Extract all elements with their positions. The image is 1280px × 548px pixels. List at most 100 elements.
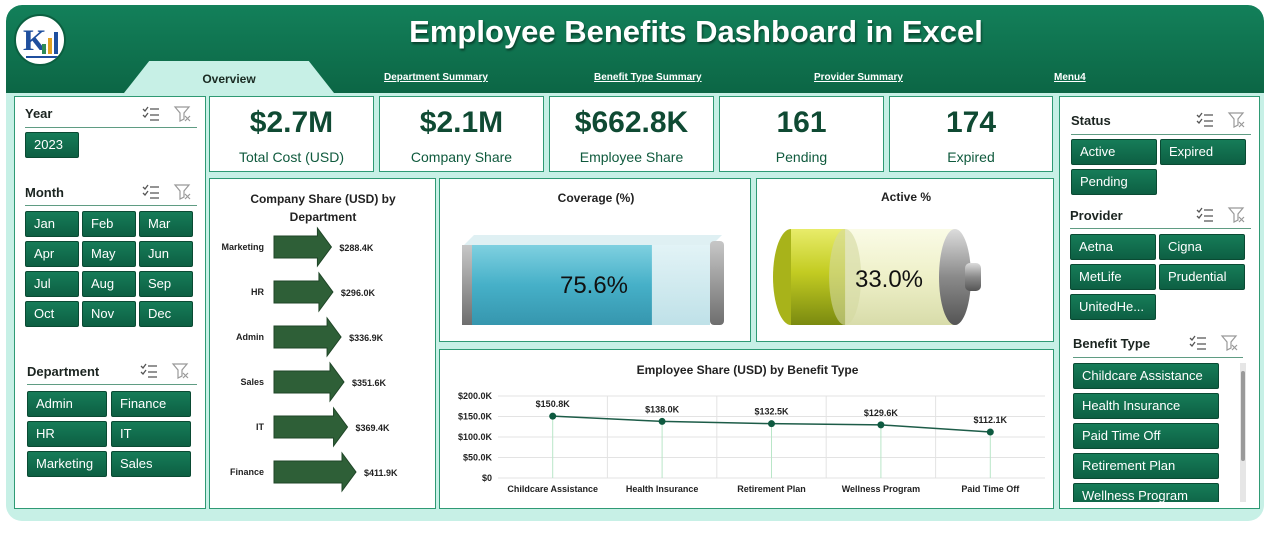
benefit-paid-time-off-button[interactable]: Paid Time Off [1073, 423, 1219, 449]
month-jun-button[interactable]: Jun [139, 241, 193, 267]
data-label: $138.0K [645, 404, 680, 414]
status-expired-button[interactable]: Expired [1160, 139, 1246, 165]
tab-menu4[interactable]: Menu4 [1054, 72, 1086, 83]
benefit-health-insurance-button[interactable]: Health Insurance [1073, 393, 1219, 419]
active-panel: Active % 33.0% [756, 178, 1054, 342]
multi-select-icon[interactable] [141, 183, 161, 201]
dept-admin-button[interactable]: Admin [27, 391, 107, 417]
month-mar-button[interactable]: Mar [139, 211, 193, 237]
x-tick-label: Retirement Plan [737, 484, 806, 494]
kpi-value: $2.1M [419, 106, 504, 139]
tab-overview[interactable]: Overview [124, 61, 334, 93]
clear-filter-icon[interactable] [171, 362, 191, 380]
divider [1070, 228, 1251, 229]
left-slicer-panel: Year 2023 Month Jan Feb Mar Apr May Jun … [14, 96, 206, 509]
tab-benefit-type-summary[interactable]: Benefit Type Summary [594, 72, 702, 83]
data-point [658, 417, 666, 425]
right-slicer-panel: Status Active Expired Pending Provider A… [1059, 96, 1260, 509]
bar-sales: Sales $351.6K [240, 361, 387, 403]
kpi-company-share: $2.1M Company Share [379, 96, 544, 172]
kpi-employee-share: $662.8K Employee Share [549, 96, 714, 172]
kpi-value: $662.8K [574, 106, 689, 139]
month-jan-button[interactable]: Jan [25, 211, 79, 237]
month-apr-button[interactable]: Apr [25, 241, 79, 267]
dept-marketing-button[interactable]: Marketing [27, 451, 107, 477]
month-may-button[interactable]: May [82, 241, 136, 267]
clear-filter-icon[interactable] [173, 183, 193, 201]
provider-aetna-button[interactable]: Aetna [1070, 234, 1156, 260]
kpi-label: Company Share [410, 149, 513, 165]
chart-title: Active % [880, 190, 932, 204]
tab-provider-summary[interactable]: Provider Summary [814, 72, 903, 83]
provider-slicer-title: Provider [1070, 208, 1123, 223]
kpi-value: 161 [776, 106, 827, 139]
provider-cigna-button[interactable]: Cigna [1159, 234, 1245, 260]
clear-filter-icon[interactable] [173, 105, 193, 123]
year-2023-button[interactable]: 2023 [25, 132, 79, 158]
month-dec-button[interactable]: Dec [139, 301, 193, 327]
dept-sales-button[interactable]: Sales [111, 451, 191, 477]
dashboard-frame: K Employee Benefits Dashboard in Excel O… [6, 5, 1264, 521]
month-aug-button[interactable]: Aug [82, 271, 136, 297]
bar-arrow [273, 226, 333, 268]
provider-prudential-button[interactable]: Prudential [1159, 264, 1245, 290]
data-label: $288.4K [339, 243, 374, 253]
data-label: $411.9K [364, 468, 398, 478]
status-pending-button[interactable]: Pending [1071, 169, 1157, 195]
data-label: $132.5K [754, 407, 789, 417]
data-label: $296.0K [341, 288, 376, 298]
multi-select-icon[interactable] [141, 105, 161, 123]
status-active-button[interactable]: Active [1071, 139, 1157, 165]
clear-filter-icon[interactable] [1227, 111, 1247, 129]
y-tick-label: $0 [482, 473, 492, 483]
clear-filter-icon[interactable] [1220, 334, 1240, 352]
provider-unitedhealth-button[interactable]: UnitedHe... [1070, 294, 1156, 320]
bar-arrow [273, 406, 349, 448]
category-label: IT [256, 422, 265, 432]
clear-filter-icon[interactable] [1227, 206, 1247, 224]
provider-metlife-button[interactable]: MetLife [1070, 264, 1156, 290]
scrollbar-thumb[interactable] [1241, 371, 1245, 461]
data-label: $112.1K [974, 415, 1008, 425]
month-nov-button[interactable]: Nov [82, 301, 136, 327]
coverage-gauge: 75.6% [462, 235, 724, 325]
month-slicer-title: Month [25, 185, 64, 200]
bar-arrow [273, 361, 345, 403]
active-value: 33.0% [855, 266, 923, 293]
category-label: HR [251, 287, 264, 297]
company-logo: K [14, 14, 66, 66]
category-label: Sales [240, 377, 264, 387]
bar-hr: HR $296.0K [251, 271, 376, 313]
employee-share-chart-panel: Employee Share (USD) by Benefit Type $0 $… [439, 349, 1054, 509]
multi-select-icon[interactable] [1195, 206, 1215, 224]
kpi-label: Pending [775, 149, 828, 165]
dept-it-button[interactable]: IT [111, 421, 191, 447]
data-point [986, 428, 994, 436]
gauge-left-cap [462, 245, 472, 325]
month-feb-button[interactable]: Feb [82, 211, 136, 237]
benefit-retirement-plan-button[interactable]: Retirement Plan [1073, 453, 1219, 479]
month-sep-button[interactable]: Sep [139, 271, 193, 297]
chart-title: Employee Share (USD) by Benefit Type [636, 363, 859, 377]
benefit-childcare-button[interactable]: Childcare Assistance [1073, 363, 1219, 389]
month-oct-button[interactable]: Oct [25, 301, 79, 327]
battery-level-edge [829, 229, 862, 325]
dept-hr-button[interactable]: HR [27, 421, 107, 447]
kpi-pending: 161 Pending [719, 96, 884, 172]
kpi-total-cost: $2.7M Total Cost (USD) [209, 96, 374, 172]
gauge-top-face [464, 235, 722, 245]
tab-department-summary[interactable]: Department Summary [384, 72, 488, 83]
dept-finance-button[interactable]: Finance [111, 391, 191, 417]
active-battery-gauge: 33.0% [773, 229, 981, 325]
multi-select-icon[interactable] [1188, 334, 1208, 352]
multi-select-icon[interactable] [139, 362, 159, 380]
month-jul-button[interactable]: Jul [25, 271, 79, 297]
coverage-panel: Coverage (%) 75.6% [439, 178, 751, 342]
data-label: $129.6K [864, 408, 899, 418]
multi-select-icon[interactable] [1195, 111, 1215, 129]
divider [1071, 134, 1251, 135]
benefit-wellness-program-button[interactable]: Wellness Program [1073, 483, 1219, 502]
kpi-expired: 174 Expired [889, 96, 1053, 172]
benefit-type-scrollbar[interactable] [1240, 363, 1246, 502]
bar-arrow [273, 271, 334, 313]
